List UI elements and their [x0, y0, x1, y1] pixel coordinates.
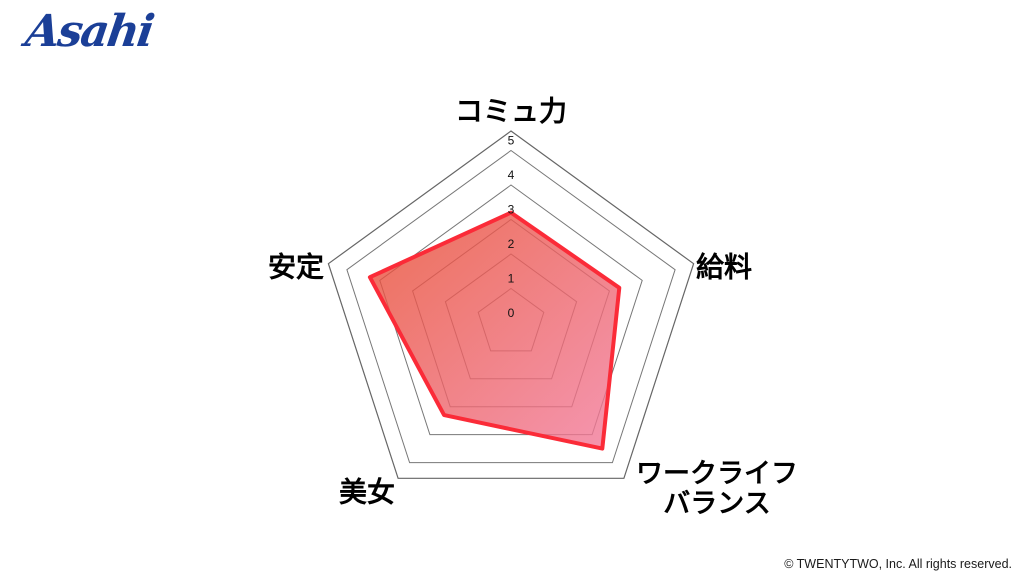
axis-label-communication: コミュ力 [454, 95, 568, 127]
tick-label-1: 1 [508, 272, 515, 286]
axis-label-salary: 給料 [695, 251, 753, 283]
axis-label-stability: 安定 [267, 251, 325, 283]
axis-label-beauty: 美女 [338, 476, 396, 508]
tick-label-5: 5 [508, 134, 515, 148]
axis-label-worklife-line1: ワークライフ [636, 458, 798, 489]
tick-label-3: 3 [508, 203, 515, 217]
copyright-text: © TWENTYTWO, Inc. All rights reserved. [784, 557, 1012, 571]
grid-ring-5 [346, 149, 676, 464]
chart-frame [327, 130, 695, 479]
axis-label-worklife-balance: ワークライフ バランス [636, 459, 798, 518]
data-polygon [367, 210, 622, 451]
tick-label-4: 4 [508, 168, 515, 182]
tick-label-0: 0 [508, 306, 515, 320]
tick-label-2: 2 [508, 237, 515, 251]
axis-label-worklife-line2: バランス [663, 488, 771, 518]
